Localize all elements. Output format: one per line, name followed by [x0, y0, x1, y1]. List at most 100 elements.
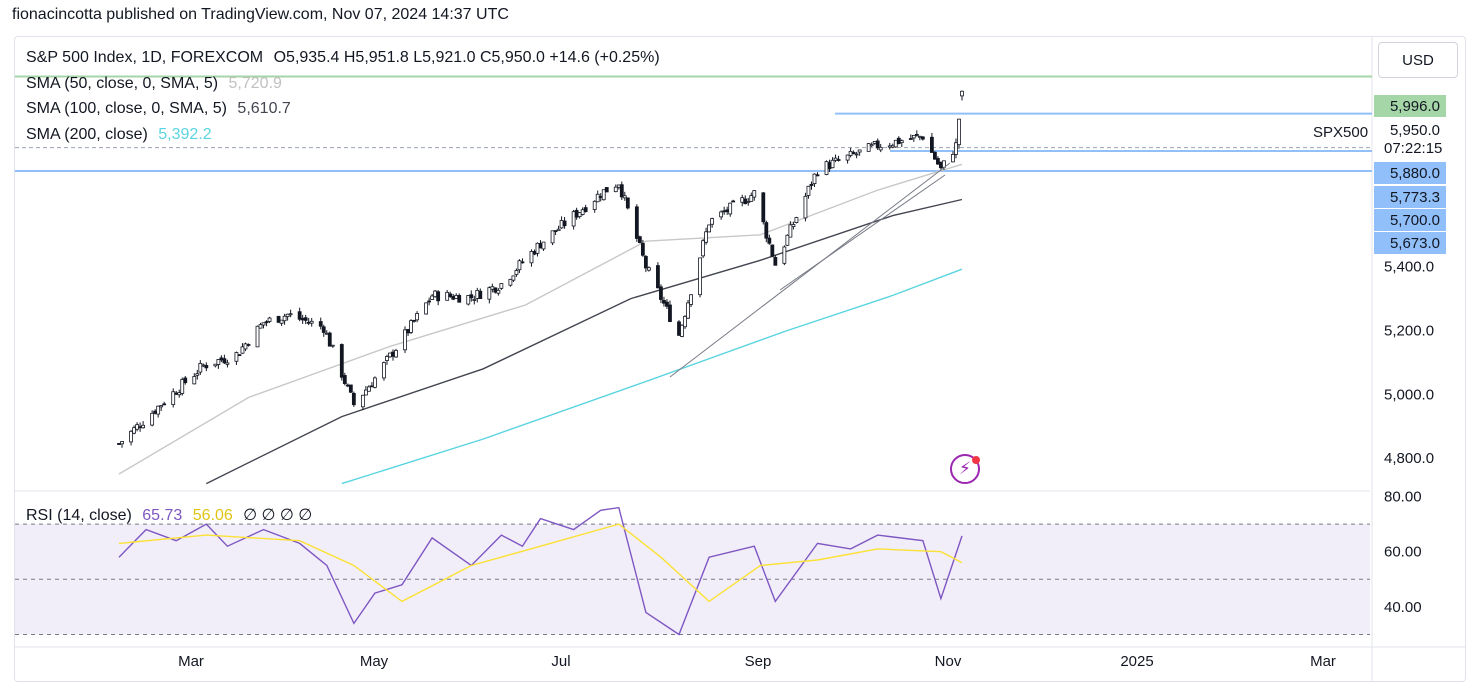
candle-body	[339, 344, 344, 378]
candle-body	[321, 326, 326, 333]
candle-body	[592, 200, 597, 210]
candle-body	[574, 209, 579, 218]
candle-body	[665, 301, 669, 307]
candle-body	[677, 321, 681, 336]
candle-body	[363, 389, 368, 396]
candle-body	[728, 202, 733, 215]
candle-body	[689, 294, 693, 305]
candle-body	[740, 197, 745, 203]
candle-body	[391, 351, 395, 357]
time-tick-label: Mar	[1310, 653, 1336, 670]
candle-body	[637, 236, 642, 243]
candle-body	[857, 149, 862, 153]
candle-body	[917, 135, 922, 138]
candle-body	[478, 290, 483, 299]
candle-body	[327, 332, 332, 347]
candle-body	[725, 209, 730, 213]
notification-dot	[972, 456, 980, 464]
candle-body	[243, 343, 248, 350]
candle-body	[216, 359, 221, 365]
candle-body	[646, 267, 651, 271]
candle-body	[258, 324, 263, 329]
rsi-ma-value: 56.06	[192, 507, 233, 524]
candle-body	[827, 162, 832, 170]
candle-body	[854, 153, 859, 156]
candle-body	[550, 230, 555, 244]
candle-body	[833, 157, 838, 161]
time-tick-label: Jul	[551, 653, 570, 670]
candle-body	[875, 140, 880, 149]
candle-body	[538, 243, 543, 249]
candle-body	[616, 184, 621, 188]
candle-body	[282, 315, 287, 322]
candle-body	[219, 357, 224, 361]
candle-body	[577, 212, 582, 217]
candle-body	[686, 302, 690, 319]
candle-body	[541, 241, 546, 250]
candle-body	[625, 197, 630, 209]
candle-body	[201, 364, 206, 367]
trendline-lower	[669, 162, 951, 378]
candle-body	[698, 257, 702, 296]
candle-body	[508, 278, 513, 286]
candle-body	[683, 316, 687, 328]
candle-body	[120, 441, 124, 445]
candle-body	[430, 295, 435, 300]
candle-body	[936, 158, 940, 165]
candle-body	[117, 443, 121, 445]
rsi-label: RSI (14, close)	[26, 507, 132, 524]
candle-body	[412, 319, 416, 322]
candle-body	[668, 304, 672, 322]
candle-body	[806, 185, 811, 196]
candle-body	[300, 317, 305, 321]
candle-body	[872, 141, 877, 144]
candle-body	[454, 294, 459, 299]
time-tick-label: 2025	[1120, 653, 1153, 670]
chart-frame	[14, 36, 1466, 682]
candle-body	[782, 246, 787, 264]
candle-body	[707, 224, 712, 233]
candle-body	[487, 287, 492, 300]
candle-body	[267, 317, 272, 322]
candle-body	[520, 261, 525, 264]
legend-sma100[interactable]: SMA (100, close, 0, SMA, 5) 5,610.7	[26, 100, 291, 118]
legend-sma200[interactable]: SMA (200, close) 5,392.2	[26, 126, 212, 144]
candle-body	[812, 173, 817, 184]
candle-body	[559, 220, 564, 229]
candle-body	[604, 187, 609, 193]
candle-body	[896, 137, 901, 145]
candle-body	[785, 234, 790, 246]
candle-body	[276, 315, 281, 323]
candle-body	[240, 346, 245, 354]
candle-body	[415, 313, 419, 321]
candle-body	[433, 290, 438, 298]
candle-body	[213, 363, 218, 367]
legend-sma50[interactable]: SMA (50, close, 0, SMA, 5) 5,720.9	[26, 75, 282, 93]
candle-body	[878, 146, 883, 151]
candle-body	[556, 228, 561, 232]
candle-body	[803, 195, 808, 219]
legend-rsi[interactable]: RSI (14, close) 65.73 56.06 ∅ ∅ ∅ ∅	[26, 505, 312, 525]
candle-body	[162, 403, 167, 406]
currency-button[interactable]: USD	[1378, 42, 1458, 78]
symbol-title[interactable]: S&P 500 Index, 1D, FOREXCOM	[26, 49, 264, 66]
candle-body	[138, 426, 142, 429]
candle-body	[933, 151, 937, 160]
candle-body	[132, 427, 136, 434]
legend-title-row: S&P 500 Index, 1D, FOREXCOM O5,935.4 H5,…	[26, 49, 660, 67]
candle-body	[303, 317, 308, 321]
time-tick-label: Nov	[935, 653, 962, 670]
candle-body	[908, 138, 913, 140]
candle-body	[496, 289, 501, 294]
candle-body	[466, 295, 471, 305]
candle-body	[845, 154, 850, 161]
candle-body	[436, 291, 441, 302]
candle-body	[183, 377, 188, 384]
candle-body	[761, 192, 766, 223]
sma200-label: SMA (200, close)	[26, 126, 148, 143]
candle-body	[288, 313, 293, 316]
candle-body	[836, 159, 841, 161]
candle-body	[749, 195, 754, 202]
candle-body	[562, 220, 567, 227]
